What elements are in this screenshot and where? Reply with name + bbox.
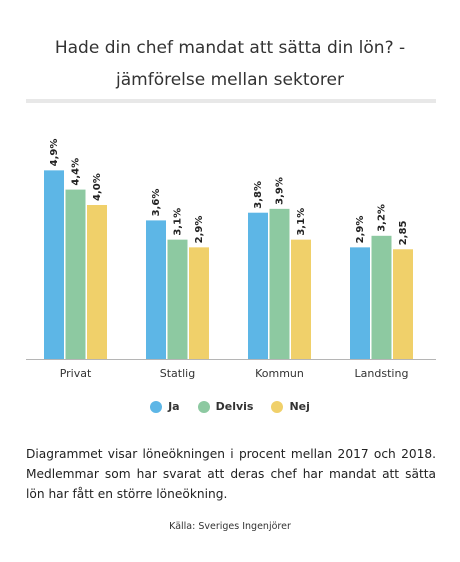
bar-value-label: 3,8% xyxy=(253,181,264,209)
legend-item-ja[interactable]: Ja xyxy=(150,400,180,413)
legend-label-ja: Ja xyxy=(168,400,180,413)
chart-description: Diagrammet visar löneökningen i procent … xyxy=(26,447,436,501)
bar-privat-ja[interactable] xyxy=(44,170,64,359)
bar-value-label: 3,6% xyxy=(151,189,162,217)
legend-item-nej[interactable]: Nej xyxy=(271,400,310,413)
bar-value-label: 4,0% xyxy=(92,173,103,201)
bar-kommun-ja[interactable] xyxy=(248,212,268,359)
bar-value-label: 2,9% xyxy=(194,216,205,244)
legend-dot-ja-icon xyxy=(150,400,163,413)
bar-privat-nej[interactable] xyxy=(87,205,107,359)
chart-source: Källa: Sveriges Ingenjörer xyxy=(169,521,291,532)
bar-value-label: 2,85 xyxy=(398,221,409,246)
bar-value-label: 3,9% xyxy=(275,177,286,205)
bar-landsting-delvis[interactable] xyxy=(371,235,392,359)
category-label: Landsting xyxy=(355,367,409,380)
legend-dot-nej-icon xyxy=(271,400,284,413)
bar-value-label: 3,2% xyxy=(377,204,388,232)
legend-label-delvis: Delvis xyxy=(215,400,254,413)
bar-landsting-ja[interactable] xyxy=(350,247,370,359)
bar-chart: 4,9% 4,4% 4,0% Privat 3,6% 3,1% 2,9% Statlig 3,8… xyxy=(26,139,436,380)
legend-label-nej: Nej xyxy=(289,400,310,413)
chart-title-line-2: jämförelse mellan sektorer xyxy=(116,70,344,90)
bar-privat-delvis[interactable] xyxy=(65,189,86,359)
bar-landsting-nej[interactable] xyxy=(393,249,413,359)
category-label: Privat xyxy=(60,367,92,380)
legend-dot-delvis-icon xyxy=(197,400,210,413)
bar-value-label: 3,1% xyxy=(296,208,307,236)
bar-kommun-nej[interactable] xyxy=(291,239,311,359)
bar-value-label: 3,1% xyxy=(173,208,184,236)
category-label: Kommun xyxy=(255,367,304,380)
bar-statlig-nej[interactable] xyxy=(189,247,209,359)
bar-value-label: 4,9% xyxy=(49,139,60,167)
bar-statlig-ja[interactable] xyxy=(146,220,166,359)
category-label: Statlig xyxy=(160,367,195,380)
title-divider xyxy=(26,99,436,103)
bar-statlig-delvis[interactable] xyxy=(167,239,188,359)
legend-item-delvis[interactable]: Delvis xyxy=(197,400,254,413)
chart-title-line-1: Hade din chef mandat att sätta din lön? … xyxy=(54,38,406,58)
chart-legend: Ja Delvis Nej xyxy=(0,400,460,413)
bar-value-label: 2,9% xyxy=(355,216,366,244)
bar-kommun-delvis[interactable] xyxy=(269,208,290,359)
bar-value-label: 4,4% xyxy=(71,158,82,186)
